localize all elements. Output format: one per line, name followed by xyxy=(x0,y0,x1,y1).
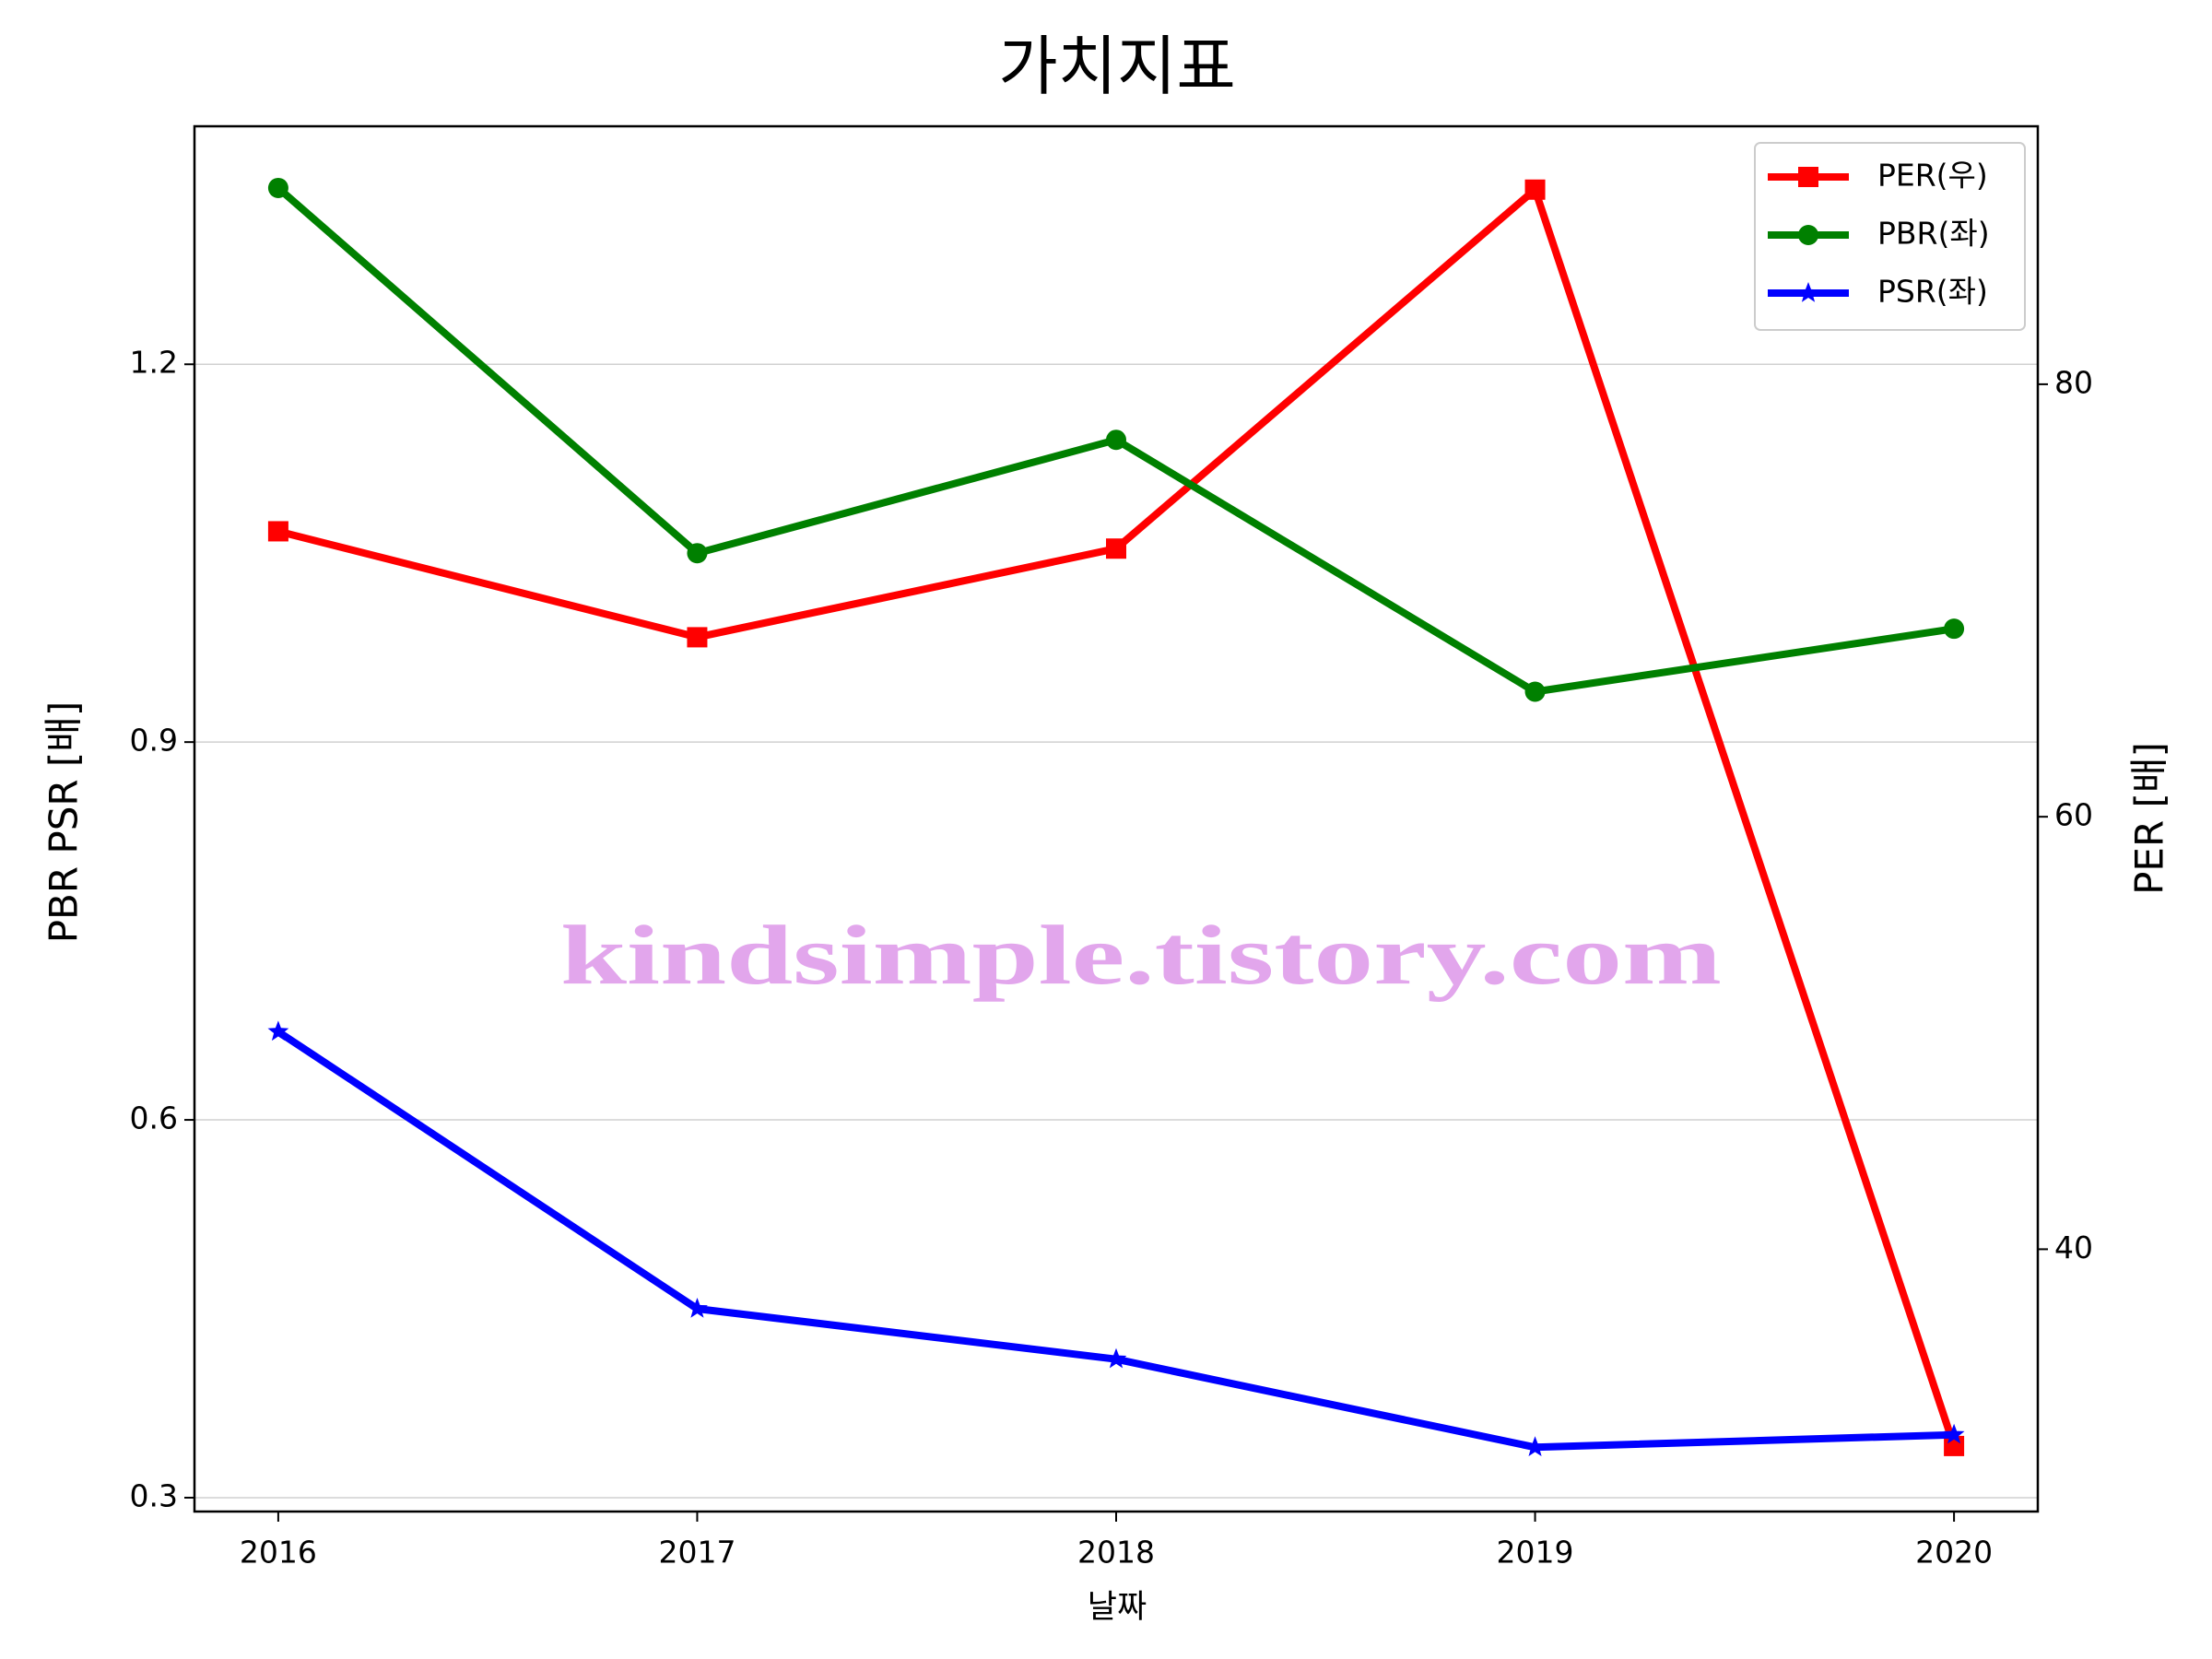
watermark: kindsimple.tistory.com xyxy=(560,908,1722,1002)
marker xyxy=(1105,1347,1127,1369)
marker xyxy=(267,177,288,198)
legend-marker xyxy=(1797,282,1819,302)
y-tick-label: 0.9 xyxy=(130,723,178,759)
x-axis-label: 날짜 xyxy=(1088,1589,1147,1626)
marker xyxy=(1524,179,1546,200)
marker xyxy=(1106,429,1126,451)
legend-label: PBR(좌) xyxy=(1877,216,1990,252)
y-tick-label: 0.6 xyxy=(130,1100,178,1136)
marker xyxy=(1524,1436,1546,1456)
y2-tick-label: 80 xyxy=(2054,364,2093,400)
legend-marker xyxy=(1798,167,1818,187)
legend-box xyxy=(1754,142,2026,331)
marker xyxy=(1944,618,1965,640)
y-axis-label: PBR PSR [배] xyxy=(41,701,87,944)
marker xyxy=(1943,1423,1965,1444)
marker xyxy=(267,1020,289,1041)
y2-axis-label: PER [배] xyxy=(2127,742,2172,895)
y2-tick-label: 40 xyxy=(2054,1230,2093,1265)
marker xyxy=(1106,538,1126,559)
x-tick-label: 2020 xyxy=(1915,1535,1993,1571)
y-tick-label: 1.2 xyxy=(130,345,178,381)
marker xyxy=(687,543,708,564)
y2-tick-label: 60 xyxy=(2054,797,2093,833)
legend-label: PER(우) xyxy=(1877,158,1988,194)
marker xyxy=(267,521,288,542)
marker xyxy=(1524,681,1546,702)
x-tick-label: 2018 xyxy=(1077,1535,1155,1571)
legend-marker xyxy=(1798,225,1818,245)
marker xyxy=(687,627,708,648)
legend-label: PSR(좌) xyxy=(1877,274,1988,310)
chart-title: 가치지표 xyxy=(998,29,1236,104)
x-tick-label: 2016 xyxy=(240,1535,317,1571)
x-tick-label: 2017 xyxy=(658,1535,735,1571)
y-tick-label: 0.3 xyxy=(130,1477,178,1513)
x-tick-label: 2019 xyxy=(1497,1535,1574,1571)
plot-frame xyxy=(193,124,2040,1513)
marker xyxy=(687,1298,708,1318)
